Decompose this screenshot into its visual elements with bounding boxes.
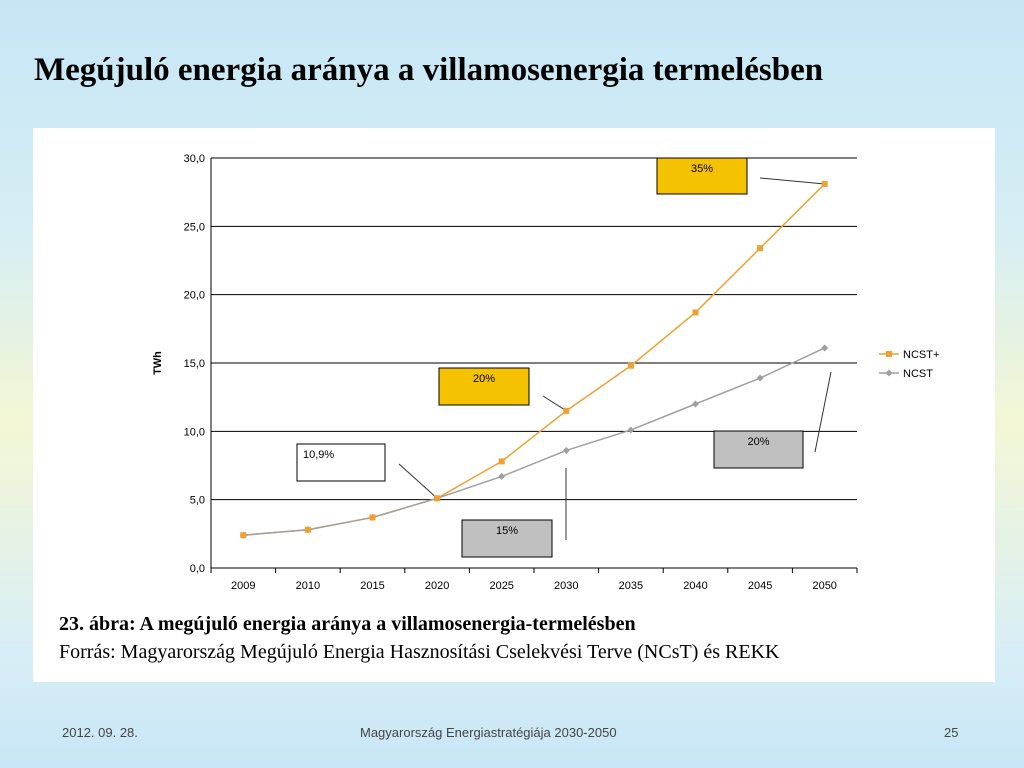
x-tick-label: 2009 — [231, 580, 255, 592]
data-point-ncst-plus — [692, 309, 699, 316]
figure-source: Forrás: Magyarország Megújuló Energia Ha… — [59, 641, 780, 663]
y-axis-title: TWh — [152, 351, 164, 375]
legend-label: NCST+ — [903, 349, 939, 361]
annotation-box — [296, 443, 386, 482]
annotation-label: 35% — [691, 163, 713, 175]
series-line-ncst — [243, 347, 826, 536]
annotation-pointer — [814, 371, 832, 453]
data-point-ncst — [498, 472, 506, 480]
annotation-label: 20% — [747, 436, 769, 448]
annotation-label: 20% — [473, 373, 495, 385]
annotation-box — [656, 157, 748, 195]
annotation-label: 15% — [496, 525, 518, 537]
data-point-ncst-plus — [434, 495, 441, 502]
data-point-ncst-plus — [757, 245, 764, 252]
annotation-pointer — [398, 463, 438, 499]
legend-label: NCST — [903, 368, 933, 380]
y-tick-label: 10,0 — [184, 426, 205, 438]
data-point-ncst-plus — [563, 407, 570, 414]
annotation-box — [438, 367, 530, 406]
slide-title: Megújuló energia aránya a villamosenergi… — [34, 52, 824, 88]
y-tick-label: 20,0 — [184, 290, 205, 302]
data-point-ncst — [821, 344, 829, 352]
legend-marker — [885, 369, 893, 377]
x-tick-label: 2025 — [489, 580, 513, 592]
x-tick-label: 2050 — [812, 580, 836, 592]
annotation-box — [713, 430, 804, 469]
x-tick-label: 2030 — [554, 580, 578, 592]
data-point-ncst — [756, 374, 764, 382]
data-point-ncst-plus — [498, 458, 505, 465]
annotation-box — [461, 519, 553, 558]
data-point-ncst — [692, 400, 699, 408]
footer-date: 2012. 09. 28. — [62, 725, 138, 740]
data-point-ncst — [627, 426, 635, 434]
y-tick-label: 5,0 — [190, 495, 205, 507]
annotation-pointer — [759, 177, 825, 185]
series-line-ncstplus — [243, 183, 826, 536]
x-tick-label: 2020 — [425, 580, 449, 592]
annotation-pointer — [542, 395, 567, 412]
line-chart: 0,0 5,0 10,0 15,0 20,0 25,0 30,0 2009 2010 2015 20… — [152, 153, 939, 592]
x-tick-label: 2010 — [296, 580, 320, 592]
x-tick-label: 2015 — [360, 580, 384, 592]
x-tick-label: 2040 — [683, 580, 707, 592]
y-tick-label: 15,0 — [184, 358, 205, 370]
x-tick-label: 2045 — [748, 580, 772, 592]
x-tick-label: 2035 — [619, 580, 643, 592]
figure-caption: 23. ábra: A megújuló energia aránya a vi… — [59, 613, 636, 635]
footer-page-number: 25 — [944, 725, 959, 740]
y-tick-label: 25,0 — [184, 221, 205, 233]
figure-panel: 0,0 5,0 10,0 15,0 20,0 25,0 30,0 2009 2010 2015 20… — [33, 128, 995, 682]
data-point-ncst-plus — [369, 514, 376, 521]
y-tick-label: 0,0 — [190, 563, 205, 575]
data-point-ncst-plus — [304, 526, 311, 533]
y-tick-label: 30,0 — [184, 153, 205, 165]
legend-marker — [886, 351, 892, 357]
footer-presentation-title: Magyarország Energiastratégiája 2030-205… — [360, 725, 617, 740]
data-point-ncst-plus — [821, 180, 828, 187]
data-point-ncst-plus — [240, 532, 247, 539]
annotation-label: 10,9% — [303, 449, 334, 461]
data-point-ncst — [562, 446, 570, 454]
data-point-ncst-plus — [627, 362, 634, 369]
